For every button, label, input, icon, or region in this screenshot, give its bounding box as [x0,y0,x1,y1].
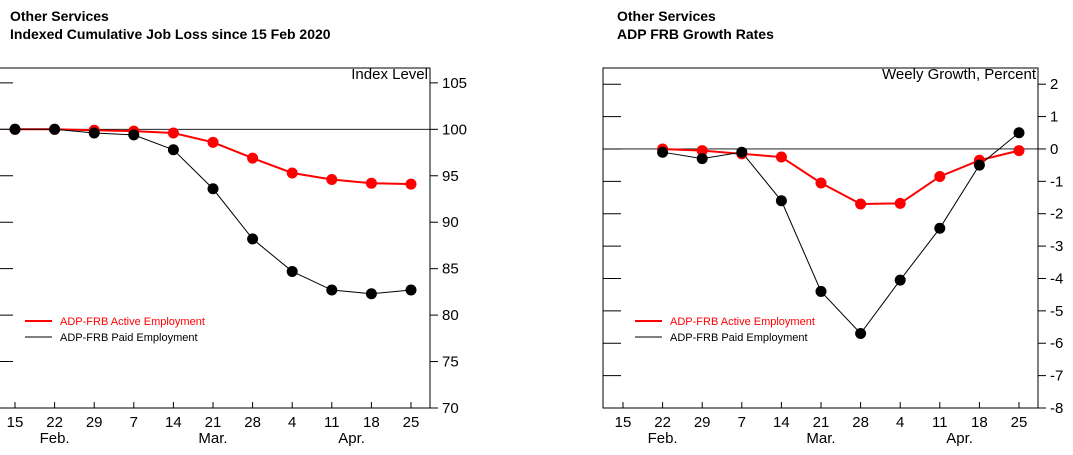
data-point [207,136,219,148]
y-tick-label: -6 [1050,335,1063,352]
y-axis-label: Index Level [351,66,428,83]
data-point [88,127,100,139]
data-point [286,167,298,179]
month-label: Apr. [338,430,365,447]
month-label: Feb. [40,430,70,447]
series-line [15,128,412,295]
y-tick-label: 0 [1050,141,1058,158]
legend-label: ADP-FRB Paid Employment [670,332,808,344]
data-point [365,288,377,300]
data-point [286,265,298,277]
data-point [365,177,377,189]
data-point [247,152,259,164]
month-label: Mar. [806,430,835,447]
legend-label: ADP-FRB Paid Employment [60,332,198,344]
x-tick-label: 28 [244,414,261,431]
x-tick-label: 28 [852,414,869,431]
y-tick-label: 75 [442,354,459,371]
y-tick-label: 95 [442,168,459,185]
data-point [657,146,669,158]
y-tick-label: 85 [442,261,459,278]
x-tick-label: 15 [615,414,632,431]
x-tick-label: 14 [165,414,182,431]
data-point [1013,127,1025,139]
data-point [934,170,946,182]
data-point [128,129,140,141]
data-point [894,274,906,286]
legend-label: ADP-FRB Active Employment [670,316,815,328]
series-line [662,147,1020,206]
data-point [973,159,985,171]
x-tick-label: 21 [813,414,830,431]
legend-label: ADP-FRB Active Employment [60,316,205,328]
y-tick-label: 2 [1050,76,1058,93]
x-tick-label: 22 [654,414,671,431]
data-point [855,328,867,340]
data-point [696,145,708,157]
y-tick-label: 90 [442,214,459,231]
data-point [247,233,259,245]
data-point [934,222,946,234]
month-label: Apr. [946,430,973,447]
data-point [894,197,906,209]
data-point [696,153,708,165]
x-tick-label: 18 [971,414,988,431]
y-tick-label: 70 [442,400,459,417]
data-point [167,127,179,139]
month-label: Feb. [648,430,678,447]
series-line [662,132,1020,335]
data-point [405,178,417,190]
y-tick-label: -8 [1050,400,1063,417]
x-tick-label: 29 [694,414,711,431]
x-tick-label: 11 [932,414,948,431]
data-point [815,177,827,189]
y-tick-label: -4 [1050,270,1063,287]
chart-title: Other Services [617,8,716,24]
y-tick-label: 100 [442,121,467,138]
data-point [736,146,748,158]
x-tick-label: 29 [86,414,103,431]
x-tick-label: 21 [205,414,222,431]
x-tick-label: 15 [7,414,24,431]
x-tick-label: 25 [403,414,420,431]
data-point [9,123,21,135]
plot-frame [0,67,431,409]
x-tick-label: 7 [130,414,138,431]
x-tick-label: 7 [738,414,746,431]
month-label: Mar. [198,430,227,447]
y-tick-label: -3 [1050,238,1063,255]
data-point [775,195,787,207]
x-tick-label: 18 [363,414,380,431]
data-point [167,144,179,156]
x-tick-label: 25 [1011,414,1028,431]
y-tick-label: 1 [1050,109,1058,126]
y-tick-label: -2 [1050,206,1063,223]
chart-title: Other Services [10,8,109,24]
data-point [775,151,787,163]
data-point [326,173,338,185]
chart-subtitle: Indexed Cumulative Job Loss since 15 Feb… [10,26,331,42]
x-tick-label: 22 [46,414,63,431]
y-tick-label: -1 [1050,173,1063,190]
data-point [815,285,827,297]
x-tick-label: 4 [896,414,904,431]
y-axis-label: Weely Growth, Percent [882,66,1037,83]
x-tick-label: 14 [773,414,790,431]
y-tick-label: 105 [442,75,467,92]
x-tick-label: 11 [324,414,340,431]
data-point [326,284,338,296]
y-tick-label: 80 [442,307,459,324]
y-tick-label: -5 [1050,303,1063,320]
data-point [855,198,867,210]
data-point [49,123,61,135]
data-point [1013,145,1025,157]
y-tick-label: -7 [1050,368,1063,385]
x-tick-label: 4 [288,414,296,431]
data-point [405,284,417,296]
plot-frame [602,67,1039,409]
chart-subtitle: ADP FRB Growth Rates [617,26,774,42]
data-point [207,183,219,195]
